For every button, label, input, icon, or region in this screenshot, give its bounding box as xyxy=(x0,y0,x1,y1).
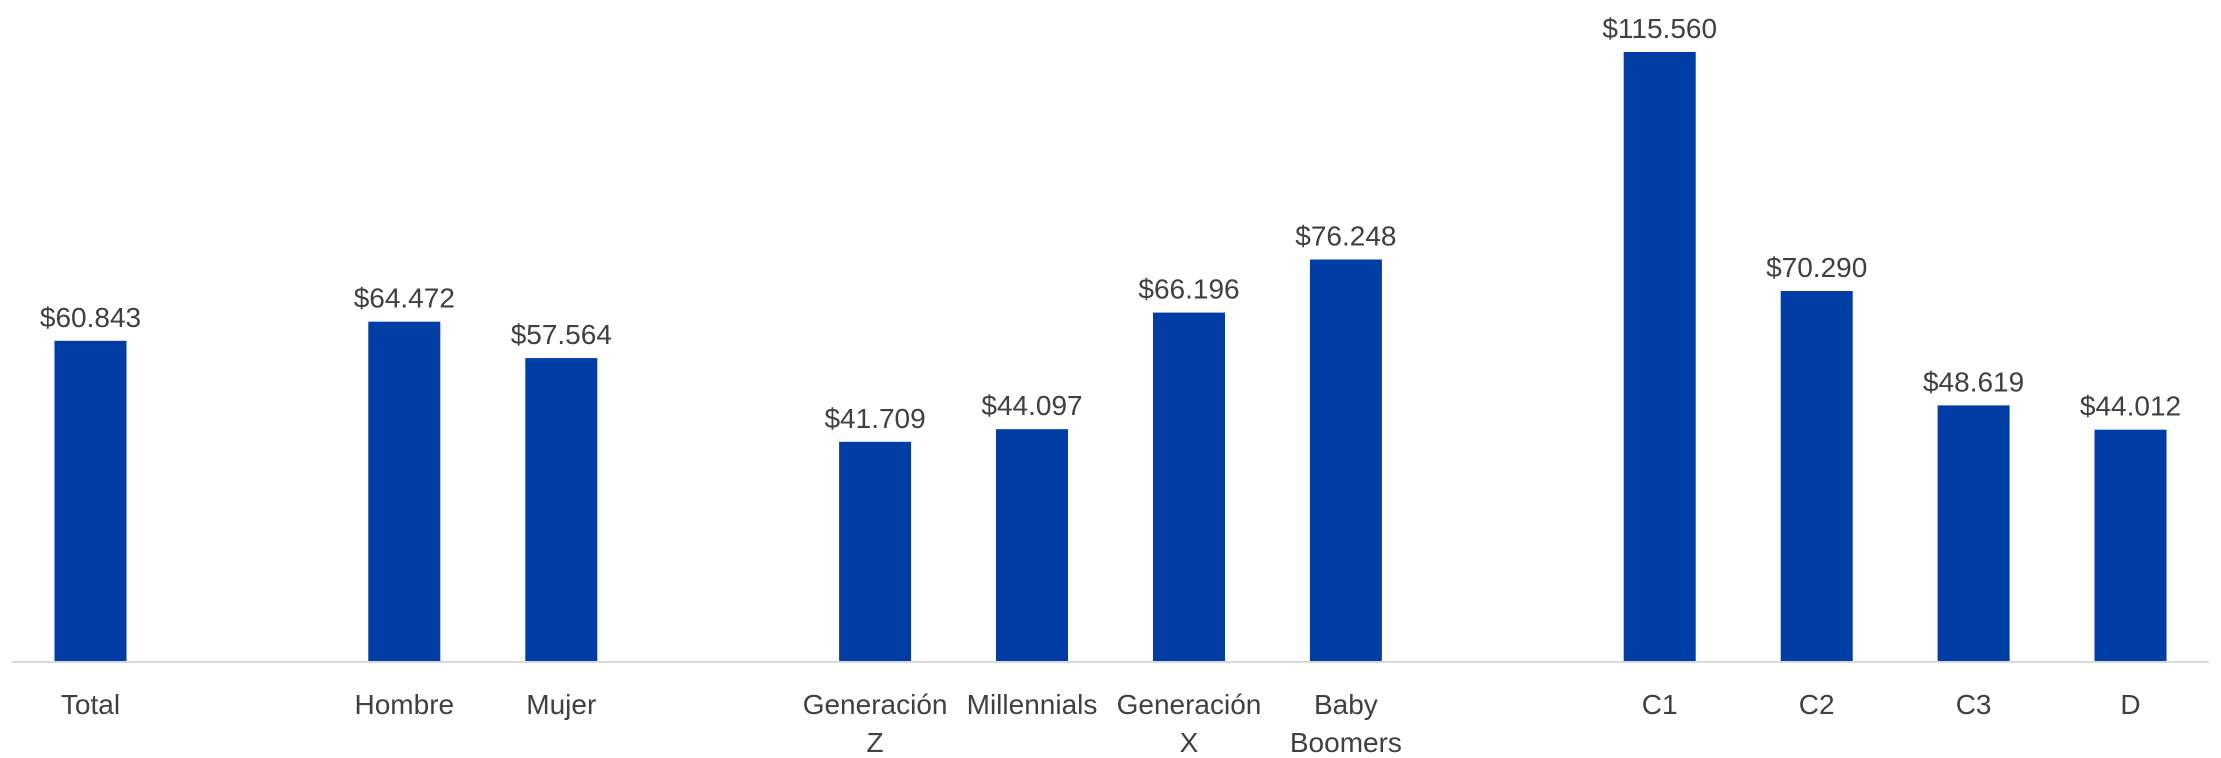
bars-layer xyxy=(54,52,2167,662)
data-label-generacion-x: $66.196 xyxy=(1138,274,1239,305)
data-label-millennials: $44.097 xyxy=(981,390,1082,421)
bar-mujer xyxy=(525,358,598,662)
bar-millennials xyxy=(996,429,1068,662)
data-label-c3: $48.619 xyxy=(1923,366,2024,397)
bar-generacion-z xyxy=(839,441,912,662)
data-label-baby-boomers: $76.248 xyxy=(1295,221,1396,252)
bar-total xyxy=(54,340,127,662)
tick-label-c1: C1 xyxy=(1642,689,1678,720)
tick-label-generacion-z: Generación Z xyxy=(803,689,948,758)
tick-label-generacion-x: Generación X xyxy=(1117,689,1262,758)
bar-d xyxy=(2094,429,2167,662)
tick-label-mujer: Mujer xyxy=(526,689,596,720)
bar-baby-boomers xyxy=(1309,259,1382,662)
tick-label-d: D xyxy=(2120,689,2140,720)
tick-label-hombre: Hombre xyxy=(355,689,455,720)
data-label-hombre: $64.472 xyxy=(354,283,455,314)
tick-label-c3: C3 xyxy=(1956,689,1992,720)
bar-c1 xyxy=(1623,52,1696,662)
bar-hombre xyxy=(368,321,441,662)
data-label-total: $60.843 xyxy=(40,302,141,333)
tick-label-total: Total xyxy=(61,689,120,720)
value-labels-layer: $60.843 $64.472 $57.564 $41.709 $44.097 $66.1… xyxy=(40,13,2181,434)
tick-label-baby-boomers: Baby Boomers xyxy=(1290,689,1402,758)
tick-label-c2: C2 xyxy=(1799,689,1835,720)
data-label-mujer: $57.564 xyxy=(511,319,612,350)
tick-label-millennials: Millennials xyxy=(967,689,1098,720)
data-label-c1: $115.560 xyxy=(1602,13,1717,44)
data-label-c2: $70.290 xyxy=(1766,252,1867,283)
tick-labels-layer: Total Hombre Mujer Generación Z Millennials Ge… xyxy=(61,689,2141,758)
data-label-generacion-z: $41.709 xyxy=(824,403,925,434)
bar-c3 xyxy=(1937,405,2010,662)
bar-c2 xyxy=(1780,291,1853,662)
bar-generacion-x xyxy=(1153,312,1225,662)
data-label-d: $44.012 xyxy=(2080,391,2181,422)
